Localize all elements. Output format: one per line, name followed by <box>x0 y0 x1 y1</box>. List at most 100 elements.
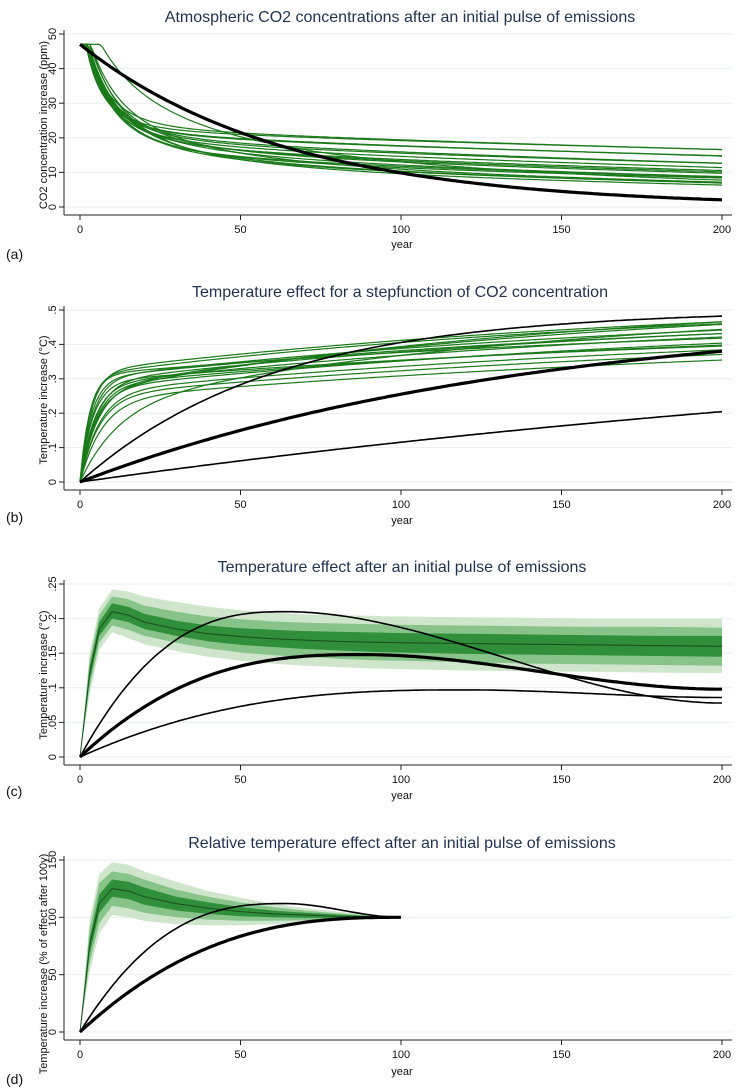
panel-d-label: (d) <box>6 1071 23 1087</box>
ensemble-line <box>80 43 723 157</box>
x-tick-label: 200 <box>713 224 731 236</box>
ensemble-line <box>79 344 723 483</box>
x-tick-label: 200 <box>713 1049 731 1061</box>
reference-line <box>79 315 723 483</box>
median-line <box>79 611 723 758</box>
ensemble-line <box>79 323 723 483</box>
ensemble-line <box>80 43 723 169</box>
reference-line <box>79 902 401 1033</box>
x-tick-label: 100 <box>392 774 410 786</box>
ensemble-line <box>80 43 723 173</box>
band-inner <box>80 603 722 757</box>
reference-line <box>79 43 723 202</box>
ensemble-line <box>80 43 723 179</box>
x-tick-label: 0 <box>77 774 83 786</box>
ensemble-line <box>79 328 723 483</box>
x-tick-label: 150 <box>552 499 570 511</box>
x-tick-label: 50 <box>234 499 246 511</box>
reference-line <box>79 610 722 758</box>
x-tick-label: 0 <box>77 224 83 236</box>
y-tick-label: 50 <box>47 969 59 981</box>
panel-d-plot: 0 50 100 150 200 0 50 100 150 <box>47 851 732 1061</box>
x-tick-label: 200 <box>713 499 731 511</box>
reference-line <box>79 689 722 758</box>
ensemble-line <box>80 43 723 151</box>
ensemble-line <box>80 43 723 181</box>
ensemble-line <box>80 43 723 178</box>
ensemble-line <box>80 43 723 164</box>
panel-a: Atmospheric CO2 concentrations after an … <box>6 9 732 262</box>
panel-a-plot: 0 50 100 150 200 0 10 20 30 40 50 <box>47 28 732 236</box>
panel-d-title: Relative temperature effect after an ini… <box>188 835 615 852</box>
y-tick-label: .3 <box>47 374 59 383</box>
y-tick-label: 40 <box>47 62 59 74</box>
panel-a-xlabel: year <box>391 239 413 251</box>
panel-c: Temperature effect after an initial puls… <box>6 559 732 802</box>
reference-line <box>78 653 722 759</box>
ensemble-line <box>79 337 723 483</box>
y-tick-label: .25 <box>47 576 59 591</box>
panel-a-title: Atmospheric CO2 concentrations after an … <box>165 9 635 26</box>
y-tick-label: .1 <box>47 683 59 692</box>
ensemble-line <box>79 359 723 483</box>
y-tick-label: 20 <box>47 132 59 144</box>
reference-line <box>79 410 723 483</box>
panel-c-title: Temperature effect after an initial puls… <box>218 559 587 576</box>
ensemble-line <box>80 43 723 178</box>
x-tick-label: 150 <box>552 224 570 236</box>
y-tick-label: .15 <box>47 646 59 661</box>
x-tick-label: 0 <box>77 499 83 511</box>
y-tick-label: 0 <box>47 204 59 210</box>
x-tick-label: 50 <box>234 224 246 236</box>
ensemble-line <box>80 43 723 174</box>
y-tick-label: 50 <box>47 28 59 40</box>
y-tick-label: 30 <box>47 97 59 109</box>
x-tick-label: 0 <box>77 1049 83 1061</box>
y-tick-label: 0 <box>47 479 59 485</box>
panel-d-xlabel: year <box>391 1066 413 1078</box>
ensemble-line <box>79 349 723 483</box>
x-tick-label: 100 <box>392 1049 410 1061</box>
reference-line <box>79 349 723 484</box>
y-tick-label: .1 <box>47 443 59 452</box>
panel-b: Temperature effect for a stepfunction of… <box>6 284 732 527</box>
x-tick-label: 150 <box>552 774 570 786</box>
x-tick-label: 150 <box>552 1049 570 1061</box>
ensemble-line <box>80 43 722 184</box>
panel-b-title: Temperature effect for a stepfunction of… <box>192 284 608 301</box>
reference-line <box>79 916 401 1033</box>
ensemble-line <box>79 321 723 483</box>
panel-a-ylabel: CO2 concentration increase (ppm) <box>38 41 50 209</box>
panel-d: Relative temperature effect after an ini… <box>6 835 732 1087</box>
panel-a-label: (a) <box>6 246 23 262</box>
panel-b-plot: 0 50 100 150 200 0 .1 .2 .3 .4 .5 <box>47 305 732 511</box>
panel-c-label: (c) <box>6 783 22 799</box>
y-tick-label: 150 <box>47 851 59 869</box>
panel-c-ylabel: Temperature increase (°C) <box>38 610 50 739</box>
panel-d-ylabel: Temperature increase (% of effect after … <box>38 854 50 1075</box>
y-tick-label: .05 <box>47 715 59 730</box>
band-mid <box>80 871 401 1032</box>
median-line <box>79 888 402 1033</box>
y-tick-label: .5 <box>47 305 59 314</box>
ensemble-line <box>79 353 723 483</box>
x-tick-label: 50 <box>234 1049 246 1061</box>
x-tick-label: 100 <box>392 224 410 236</box>
y-tick-label: 100 <box>47 908 59 926</box>
x-tick-label: 50 <box>234 774 246 786</box>
y-tick-label: 0 <box>47 754 59 760</box>
x-tick-label: 200 <box>713 774 731 786</box>
panel-b-xlabel: year <box>391 515 413 527</box>
ensemble-line <box>79 333 723 483</box>
panel-b-label: (b) <box>6 509 23 525</box>
y-tick-label: .2 <box>47 614 59 623</box>
y-tick-label: .2 <box>47 409 59 418</box>
y-tick-label: 10 <box>47 166 59 178</box>
y-tick-label: .4 <box>47 340 59 349</box>
ensemble-line <box>79 321 723 483</box>
band-inner <box>80 879 401 1032</box>
panel-c-xlabel: year <box>391 790 413 802</box>
y-tick-label: 0 <box>47 1029 59 1035</box>
x-tick-label: 100 <box>392 499 410 511</box>
